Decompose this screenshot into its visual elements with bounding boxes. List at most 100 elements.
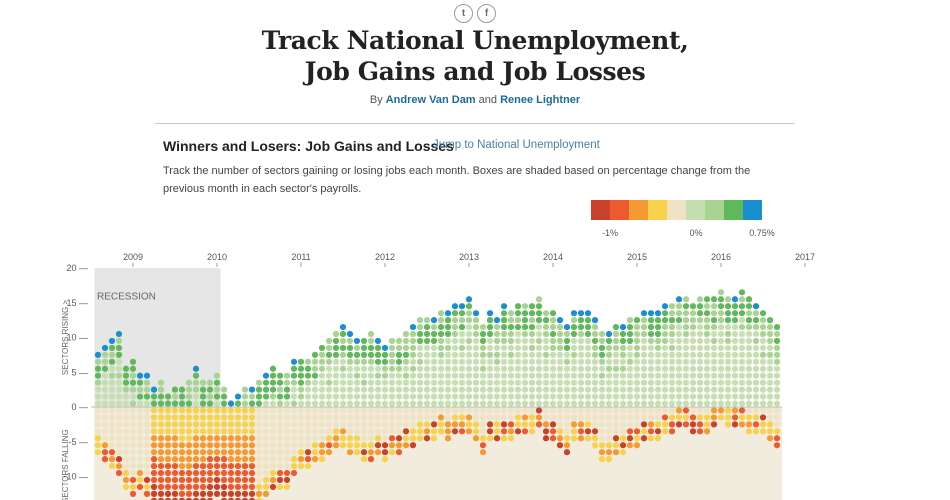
rising-dot (437, 372, 445, 379)
falling-dot (115, 407, 123, 414)
falling-dot (703, 414, 711, 421)
rising-dot (577, 379, 585, 386)
rising-dot (668, 358, 676, 365)
falling-dot (192, 456, 200, 463)
rising-dot (465, 317, 473, 324)
rising-dot (745, 372, 753, 379)
legend-swatch[interactable] (705, 200, 724, 220)
rising-dot (444, 337, 452, 345)
falling-dot (165, 497, 171, 500)
legend-swatch[interactable] (648, 200, 667, 220)
rising-dot (444, 323, 452, 331)
falling-dot (353, 421, 361, 428)
falling-dot (745, 421, 753, 428)
falling-dot (206, 490, 214, 497)
falling-dot (605, 456, 613, 463)
rising-dot (276, 400, 284, 407)
falling-dot (696, 428, 704, 435)
rising-dot (626, 400, 634, 407)
falling-dot (143, 490, 151, 497)
rising-dot (675, 296, 683, 303)
author-link-2[interactable]: Renee Lightner (500, 94, 581, 106)
rising-dot (283, 379, 291, 386)
falling-dot (752, 421, 760, 428)
rising-dot (661, 337, 669, 345)
falling-dot (416, 407, 424, 414)
falling-dot (570, 435, 578, 442)
falling-dot (108, 407, 116, 414)
rising-dot (633, 323, 641, 331)
rising-dot (409, 400, 417, 407)
legend-swatch[interactable] (686, 200, 705, 220)
rising-dot (682, 351, 690, 358)
rising-dot (157, 379, 165, 386)
falling-dot (493, 435, 501, 442)
legend-swatch[interactable] (667, 200, 686, 220)
rising-dot (458, 393, 466, 400)
rising-dot (703, 337, 711, 345)
rising-dot (633, 386, 641, 393)
rising-dot (556, 317, 564, 324)
falling-dot (255, 407, 263, 414)
falling-dot (192, 490, 200, 497)
twitter-icon[interactable]: t (454, 4, 473, 23)
rising-dot (353, 379, 361, 386)
rising-dot (171, 386, 179, 393)
legend-swatch[interactable] (591, 200, 610, 220)
rising-dot (521, 310, 529, 317)
rising-dot (416, 317, 424, 324)
rising-dot (500, 372, 508, 379)
rising-dot (549, 358, 557, 365)
rising-dot (521, 344, 529, 352)
rising-dot (689, 323, 697, 331)
author-link-1[interactable]: Andrew Van Dam (385, 94, 476, 106)
rising-dot (409, 379, 417, 386)
rising-dot (297, 393, 305, 400)
facebook-icon[interactable]: f (477, 4, 496, 23)
falling-dot (283, 449, 291, 456)
rising-dot (192, 379, 200, 386)
falling-dot (738, 407, 746, 414)
rising-dot (626, 393, 634, 400)
rising-dot (451, 400, 459, 407)
falling-dot (752, 414, 760, 421)
falling-dot (122, 469, 130, 477)
rising-dot (626, 358, 634, 365)
legend-swatch[interactable] (743, 200, 762, 220)
legend-swatch[interactable] (724, 200, 743, 220)
rising-dot (514, 337, 522, 345)
falling-dot (675, 407, 683, 414)
falling-dot (542, 407, 550, 414)
jump-link[interactable]: Jump to National Unemployment (433, 139, 600, 151)
falling-dot (325, 414, 333, 421)
rising-dot (101, 393, 109, 400)
rising-dot (332, 400, 340, 407)
falling-dot (262, 469, 270, 477)
rising-dot (374, 379, 382, 386)
falling-dot (388, 414, 396, 421)
falling-dot (311, 456, 319, 463)
falling-dot (297, 435, 305, 442)
rising-dot (395, 372, 403, 379)
legend-swatch[interactable] (629, 200, 648, 220)
rising-dot (563, 358, 571, 365)
rising-dot (423, 365, 431, 372)
rising-dot (542, 344, 550, 352)
rising-dot (325, 337, 333, 345)
rising-dot (304, 386, 312, 393)
rising-dot (507, 393, 515, 400)
rising-dot (773, 379, 781, 386)
rising-dot (605, 393, 613, 400)
falling-dot (612, 442, 620, 449)
legend-swatch[interactable] (610, 200, 629, 220)
falling-dot (269, 435, 277, 442)
falling-dot (241, 407, 249, 414)
rising-dot (710, 372, 718, 379)
falling-dot (255, 469, 263, 477)
falling-dot (122, 442, 130, 449)
rising-dot (542, 400, 550, 407)
falling-dot (430, 414, 438, 421)
rising-dot (465, 372, 473, 379)
falling-dot (619, 435, 627, 442)
falling-dot (101, 442, 109, 449)
